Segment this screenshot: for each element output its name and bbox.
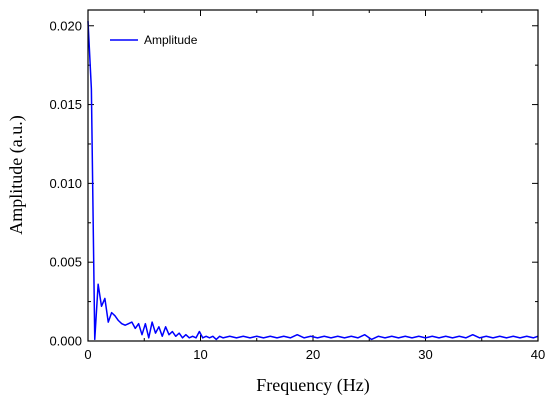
x-axis-ticks: 0 10 20 30 40 [84, 10, 545, 362]
y-tick-label: 0.015 [49, 97, 82, 112]
y-axis-title: Amplitude (a.u.) [6, 115, 27, 234]
plot-frame [87, 9, 539, 342]
x-axis-title: Frequency (Hz) [256, 375, 369, 396]
x-tick-label: 20 [306, 347, 320, 362]
x-tick-label: 10 [193, 347, 207, 362]
amplitude-series-line [87, 20, 539, 341]
y-tick-label: 0.000 [49, 334, 82, 349]
legend: Amplitude [110, 33, 198, 47]
y-tick-label: 0.020 [49, 18, 82, 33]
x-tick-label: 40 [531, 347, 545, 362]
y-tick-label: 0.010 [49, 176, 82, 191]
y-tick-label: 0.005 [49, 255, 82, 270]
x-tick-label: 0 [84, 347, 91, 362]
y-axis-ticks: 0.000 0.005 0.010 0.015 0.020 [49, 18, 538, 349]
x-tick-label: 30 [418, 347, 432, 362]
legend-label-amplitude: Amplitude [144, 33, 198, 47]
